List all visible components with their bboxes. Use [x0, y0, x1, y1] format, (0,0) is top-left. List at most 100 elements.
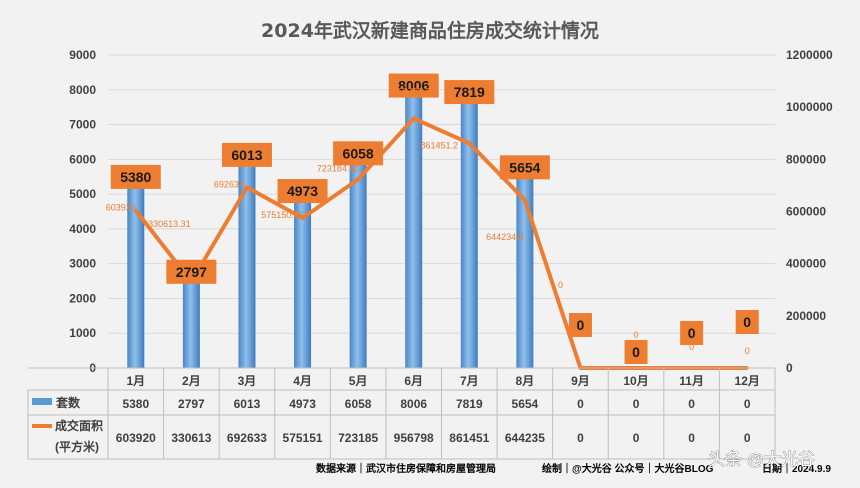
- x-tick-label: 11月: [679, 374, 704, 388]
- x-tick-label: 6月: [404, 374, 423, 388]
- table-cell: 7819: [456, 397, 483, 411]
- line-point: [134, 208, 138, 212]
- table-cell: 330613: [171, 431, 211, 445]
- bar-data-label: 0: [680, 321, 704, 345]
- footer-date: 日期｜2024.9.9: [762, 462, 831, 475]
- table-cell: 956798: [394, 431, 434, 445]
- line-data-label: 956798.28: [392, 86, 435, 96]
- bar-data-label: 8006: [388, 73, 439, 98]
- footer-credit: 绘制｜@大光谷 公众号｜大光谷BLOG: [542, 462, 714, 475]
- chart-title: 2024年武汉新建商品住房成交统计情况: [261, 19, 599, 42]
- line-data-label: 0: [745, 346, 750, 356]
- bar-series: [127, 89, 534, 368]
- line-data-labels: 603920 330613.31 692633 575150.66 723184.65 9…: [106, 86, 750, 356]
- table-cell: 0: [577, 431, 584, 445]
- watermark-text: 头条 @大光谷: [708, 450, 815, 469]
- left-tick-label: 6000: [69, 152, 96, 166]
- bar: [405, 89, 423, 368]
- line-point: [523, 198, 527, 202]
- bar-data-label: 7819: [444, 80, 495, 105]
- x-tick-label: 9月: [571, 374, 590, 388]
- bar: [460, 96, 478, 368]
- x-tick-label: 1月: [126, 374, 145, 388]
- line-data-label: 575150.66: [261, 210, 304, 220]
- table-cell: 6013: [234, 397, 261, 411]
- bar: [182, 270, 200, 368]
- left-tick-label: 3000: [69, 257, 96, 271]
- bar-label-box: [277, 179, 328, 204]
- bar-label-text: 0: [688, 325, 696, 341]
- table-cell: 0: [688, 397, 695, 411]
- bar-data-label: 6013: [221, 142, 272, 167]
- legend-bar-swatch: [32, 398, 52, 405]
- line-point: [245, 185, 249, 189]
- x-tick-label: 3月: [238, 374, 257, 388]
- line-data-label: 723184.65: [317, 163, 360, 173]
- table-cell: 0: [688, 431, 695, 445]
- table-cell: 5380: [122, 397, 149, 411]
- bar-label-text: 0: [743, 314, 751, 330]
- table-cell: 644235: [505, 431, 545, 445]
- bar-data-label: 5654: [499, 155, 550, 180]
- x-tick-label: 10月: [623, 374, 648, 388]
- left-tick-label: 9000: [69, 48, 96, 62]
- left-tick-label: 2000: [69, 291, 96, 305]
- bar-label-text: 7819: [454, 84, 485, 100]
- line-data-label: 861451.2: [421, 140, 459, 150]
- gridlines: [108, 54, 775, 369]
- x-tick-label: 7月: [460, 374, 479, 388]
- table-cell: 8006: [400, 397, 427, 411]
- table-cell: 575151: [283, 431, 323, 445]
- line-data-label: 0: [634, 330, 639, 340]
- bar-data-label: 4973: [277, 179, 328, 204]
- line-data-label: 0: [689, 342, 694, 352]
- table-cell: 723185: [338, 431, 378, 445]
- line-data-label: 330613.31: [148, 219, 191, 229]
- bar-data-label: 2797: [166, 259, 217, 284]
- x-tick-label: 2月: [182, 374, 201, 388]
- table-cell: 6058: [345, 397, 372, 411]
- x-tick-label: 8月: [516, 374, 535, 388]
- bar-label-box: [388, 73, 439, 98]
- bar: [516, 171, 534, 368]
- bar-data-label: 0: [735, 310, 759, 334]
- line-point: [467, 141, 471, 145]
- line-data-label: 0: [558, 280, 563, 290]
- right-axis-ticks: 0 200000 400000 600000 800000 1000000 1200000: [786, 48, 833, 375]
- bar-data-label: 6058: [333, 141, 384, 166]
- bar-label-text: 0: [632, 344, 640, 360]
- left-tick-label: 4000: [69, 222, 96, 236]
- left-tick-label: 7000: [69, 118, 96, 132]
- bar-label-box: [333, 141, 384, 166]
- line-data-label: 644234.8: [486, 232, 524, 242]
- bar: [238, 158, 256, 368]
- right-tick-label: 400000: [786, 257, 826, 271]
- table-cell: 0: [744, 431, 751, 445]
- left-tick-label: 1000: [69, 326, 96, 340]
- bar-label-box: [680, 321, 704, 345]
- table-cell: 4973: [289, 397, 316, 411]
- right-tick-label: 200000: [786, 309, 826, 323]
- table-cell: 5654: [512, 397, 539, 411]
- bar-label-text: 6058: [343, 145, 374, 161]
- table-cell: 2797: [178, 397, 205, 411]
- bar-label-box: [735, 310, 759, 334]
- bar: [349, 157, 367, 368]
- footer-source: 数据来源｜武汉市住房保障和房屋管理局: [316, 462, 496, 475]
- bar-label-box: [568, 313, 592, 337]
- bar-data-label: 5380: [110, 164, 161, 189]
- line-point: [356, 177, 360, 181]
- legend-bar-name: 套数: [55, 395, 81, 410]
- right-tick-label: 0: [786, 361, 793, 375]
- left-tick-label: 8000: [69, 83, 96, 97]
- line-point: [412, 116, 416, 120]
- legend-line-unit: (平方米): [55, 439, 99, 454]
- legend-line-name: 成交面积: [55, 418, 103, 433]
- right-tick-label: 1000000: [786, 100, 833, 114]
- bar-label-box: [221, 142, 272, 167]
- right-tick-label: 1200000: [786, 48, 833, 62]
